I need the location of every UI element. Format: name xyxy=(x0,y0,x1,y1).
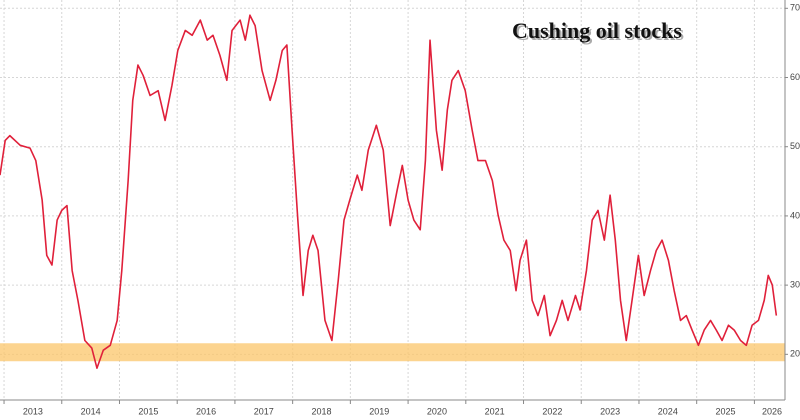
y-tick-label: 50 xyxy=(790,141,800,151)
x-tick-label: 2017 xyxy=(254,406,274,416)
title-shadow: Cushing oil stocks xyxy=(514,20,684,45)
chart-title: Cushing oil stocks xyxy=(512,18,682,43)
y-tick-label: 60 xyxy=(790,72,800,82)
x-tick-label: 2024 xyxy=(658,406,678,416)
x-tick-label: 2013 xyxy=(23,406,43,416)
x-tick-label: 2020 xyxy=(427,406,447,416)
x-tick-label: 2022 xyxy=(542,406,562,416)
y-tick-label: 40 xyxy=(790,210,800,220)
plot xyxy=(0,14,785,369)
x-tick-label: 2016 xyxy=(196,406,216,416)
line-series xyxy=(0,14,778,369)
highlight-band xyxy=(0,343,785,362)
x-tick-label: 2015 xyxy=(138,406,158,416)
x-tick-label: 2018 xyxy=(311,406,331,416)
x-tick-label: 2014 xyxy=(81,406,101,416)
x-tick-label: 2025 xyxy=(716,406,736,416)
y-tick-label: 20 xyxy=(790,349,800,359)
x-tick-label: 2026 xyxy=(762,406,782,416)
y-tick-label: 70 xyxy=(790,3,800,13)
x-tick-label: 2019 xyxy=(369,406,389,416)
x-tick-label: 2021 xyxy=(485,406,505,416)
y-tick-label: 30 xyxy=(790,279,800,289)
x-tick-label: 2023 xyxy=(600,406,620,416)
